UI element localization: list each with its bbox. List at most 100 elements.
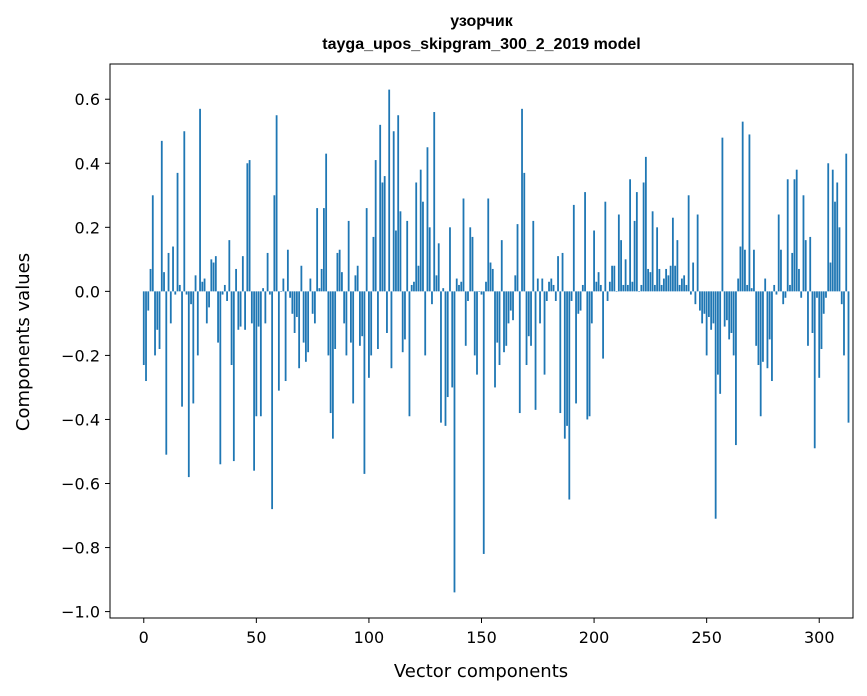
bar — [561, 252, 564, 292]
bar — [341, 272, 343, 292]
bar — [708, 291, 710, 317]
bar — [777, 214, 780, 292]
bar — [158, 291, 161, 349]
bar — [235, 268, 237, 292]
bar — [232, 291, 235, 462]
bar — [253, 291, 255, 471]
bar — [746, 284, 749, 292]
bar — [791, 252, 794, 292]
bar — [771, 291, 773, 382]
y-axis-label: Components values — [13, 253, 34, 431]
bar — [593, 230, 595, 292]
bar — [793, 179, 796, 292]
bar — [782, 291, 785, 305]
bar — [640, 284, 643, 292]
bar — [444, 291, 447, 426]
bar — [696, 214, 699, 292]
bar — [611, 265, 613, 292]
bar — [246, 163, 249, 292]
bar — [422, 201, 424, 292]
bar — [834, 201, 836, 292]
bar — [264, 291, 267, 324]
bar — [165, 291, 168, 455]
bar — [829, 262, 832, 292]
bar — [365, 208, 368, 292]
bar — [629, 179, 631, 292]
bar — [676, 240, 679, 292]
bar — [239, 291, 242, 327]
bar — [624, 259, 627, 292]
bar — [273, 195, 276, 292]
bar — [476, 291, 478, 375]
bar — [487, 198, 490, 292]
bar — [541, 278, 544, 292]
bar — [293, 291, 296, 333]
bar — [831, 169, 834, 292]
bar — [626, 284, 629, 292]
bar — [827, 163, 830, 292]
bar — [183, 131, 186, 292]
bar — [478, 291, 481, 292]
bar — [550, 278, 553, 292]
bar — [451, 291, 454, 388]
bar — [678, 284, 681, 292]
y-tick-label: −0.8 — [61, 539, 100, 558]
bar — [570, 291, 573, 301]
bar — [336, 252, 339, 292]
bar — [415, 182, 418, 292]
bar — [633, 220, 636, 292]
bar — [539, 291, 541, 324]
bar — [406, 220, 409, 292]
bar — [523, 172, 526, 292]
bar — [332, 291, 334, 439]
bar — [309, 278, 312, 292]
bar — [798, 268, 800, 292]
bar — [302, 291, 305, 343]
bar — [298, 291, 301, 369]
bar — [262, 288, 264, 292]
bar — [354, 275, 357, 292]
bar — [462, 198, 465, 292]
bar — [527, 291, 530, 337]
bar — [467, 291, 469, 301]
bar — [372, 236, 375, 292]
bar — [642, 182, 645, 292]
bar — [701, 291, 704, 324]
bar — [334, 291, 337, 349]
bar — [750, 288, 753, 292]
bar — [172, 246, 174, 292]
bar — [753, 249, 755, 292]
x-axis-label: Vector components — [394, 661, 568, 682]
bar — [638, 291, 641, 292]
bar — [277, 291, 280, 391]
bar — [590, 291, 593, 324]
bar — [190, 291, 192, 305]
bar — [521, 108, 523, 292]
bar — [789, 284, 791, 292]
bar — [307, 291, 310, 353]
bar — [489, 262, 492, 292]
bar — [280, 291, 283, 292]
bar — [606, 291, 609, 301]
bar — [692, 262, 695, 292]
bar — [809, 236, 812, 292]
bar — [525, 291, 528, 366]
bar — [449, 227, 451, 292]
bar — [667, 275, 670, 292]
bar — [226, 291, 228, 301]
bar — [442, 288, 445, 292]
bar — [433, 112, 436, 292]
bar — [151, 195, 154, 292]
bar — [350, 291, 352, 343]
bar — [768, 291, 771, 340]
bar — [311, 291, 314, 314]
bar — [460, 281, 463, 292]
bar — [514, 275, 517, 292]
bar — [836, 182, 839, 292]
bar — [453, 291, 456, 593]
y-axis-ticks: −1.0 −0.8 −0.6 −0.4 −0.2 0.0 0.2 0.4 0.6 — [61, 90, 110, 622]
bar — [327, 291, 330, 356]
bar — [717, 291, 719, 375]
bar — [386, 291, 388, 333]
bar — [554, 291, 557, 301]
